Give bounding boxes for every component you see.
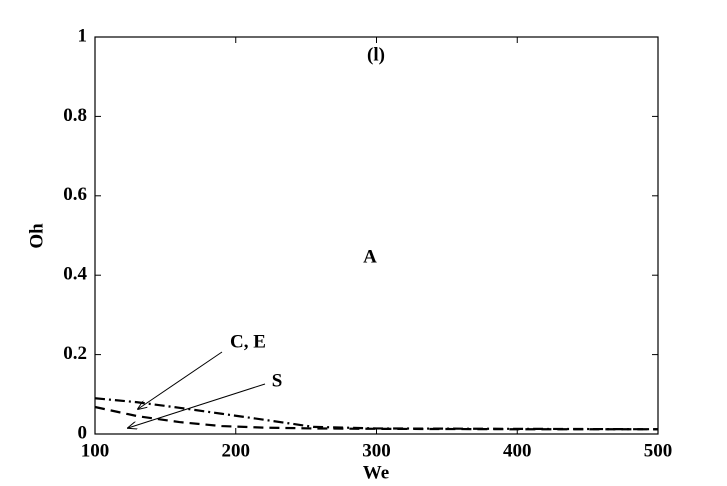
annotation-arrow — [128, 383, 266, 428]
y-tick-label: 1 — [78, 25, 88, 46]
x-tick-label: 500 — [644, 440, 673, 461]
curve-label: C, E — [230, 331, 266, 352]
region-label: A — [363, 246, 377, 267]
x-tick-label: 200 — [222, 440, 251, 461]
y-tick-label: 0.8 — [63, 105, 87, 126]
x-tick-label: 100 — [81, 440, 110, 461]
region-label: (l) — [367, 44, 385, 65]
y-axis-label: Oh — [26, 223, 47, 249]
y-tick-label: 0.6 — [63, 184, 87, 205]
x-tick-label: 300 — [362, 440, 391, 461]
plot-frame — [94, 36, 659, 435]
annotation-arrow — [138, 351, 223, 409]
x-tick-label: 400 — [503, 440, 532, 461]
y-tick-label: 0.4 — [63, 264, 87, 285]
curve-label: S — [272, 370, 283, 391]
series-line — [94, 405, 658, 431]
x-axis-label: We — [363, 462, 389, 483]
y-tick-label: 0 — [78, 422, 88, 443]
y-tick-label: 0.2 — [63, 343, 87, 364]
series-line — [94, 397, 659, 431]
